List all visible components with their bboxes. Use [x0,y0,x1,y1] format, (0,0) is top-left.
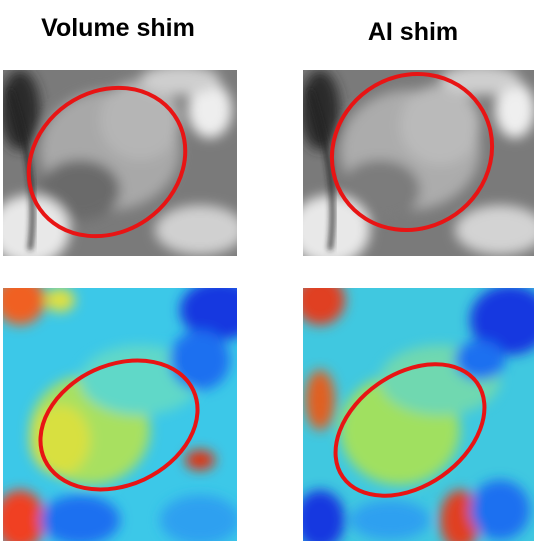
mri-image [0,65,245,265]
field-map [295,275,534,550]
figure: Volume shim AI shim [0,0,534,554]
column-title: Volume shim [41,14,195,42]
field-map [0,275,260,550]
mri-image [290,65,534,265]
column-title: AI shim [368,18,458,46]
